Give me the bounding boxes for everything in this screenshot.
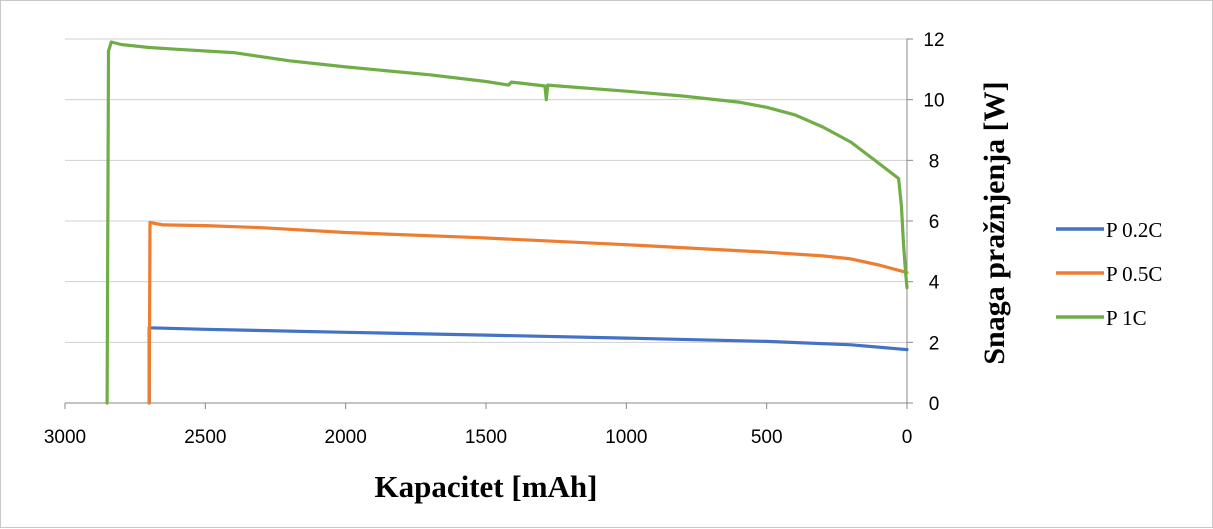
x-tick-label: 500 bbox=[751, 427, 783, 448]
y-tick-label: 4 bbox=[929, 273, 940, 294]
series-line-p-0-5c bbox=[147, 220, 909, 405]
x-tick-label: 3000 bbox=[44, 427, 86, 448]
axis-layer bbox=[64, 38, 913, 409]
y-tick-label: 6 bbox=[929, 212, 940, 233]
y-tick-label: 10 bbox=[923, 91, 944, 112]
legend-label: P 1C bbox=[1106, 306, 1147, 330]
x-axis-title: Kapacitet [mAh] bbox=[375, 469, 598, 504]
y-tick-label: 12 bbox=[923, 30, 944, 51]
y-tick-label: 8 bbox=[929, 151, 940, 172]
x-tick-label: 2000 bbox=[325, 427, 367, 448]
legend-label: P 0.5C bbox=[1106, 262, 1162, 286]
legend: P 0.2C P 0.5C P 1C bbox=[1056, 218, 1162, 330]
x-tick-label: 1000 bbox=[605, 427, 647, 448]
series-layer bbox=[105, 40, 909, 405]
y-tick-label: 2 bbox=[929, 333, 940, 354]
x-tick-label: 1500 bbox=[465, 427, 507, 448]
series-line-p-1c bbox=[105, 40, 909, 405]
grid-layer bbox=[65, 38, 907, 343]
x-tick-label: 2500 bbox=[184, 427, 226, 448]
tick-layer: 0 2 4 6 8 10 12 3000 2500 2000 1500 1000 500 0 bbox=[44, 30, 945, 448]
x-tick-label: 0 bbox=[902, 427, 913, 448]
y-tick-label: 0 bbox=[929, 394, 940, 415]
y-axis-title: Snaga pražnjenja [W] bbox=[978, 81, 1011, 364]
series-line-p-0-2c bbox=[147, 326, 909, 405]
legend-label: P 0.2C bbox=[1106, 218, 1162, 242]
